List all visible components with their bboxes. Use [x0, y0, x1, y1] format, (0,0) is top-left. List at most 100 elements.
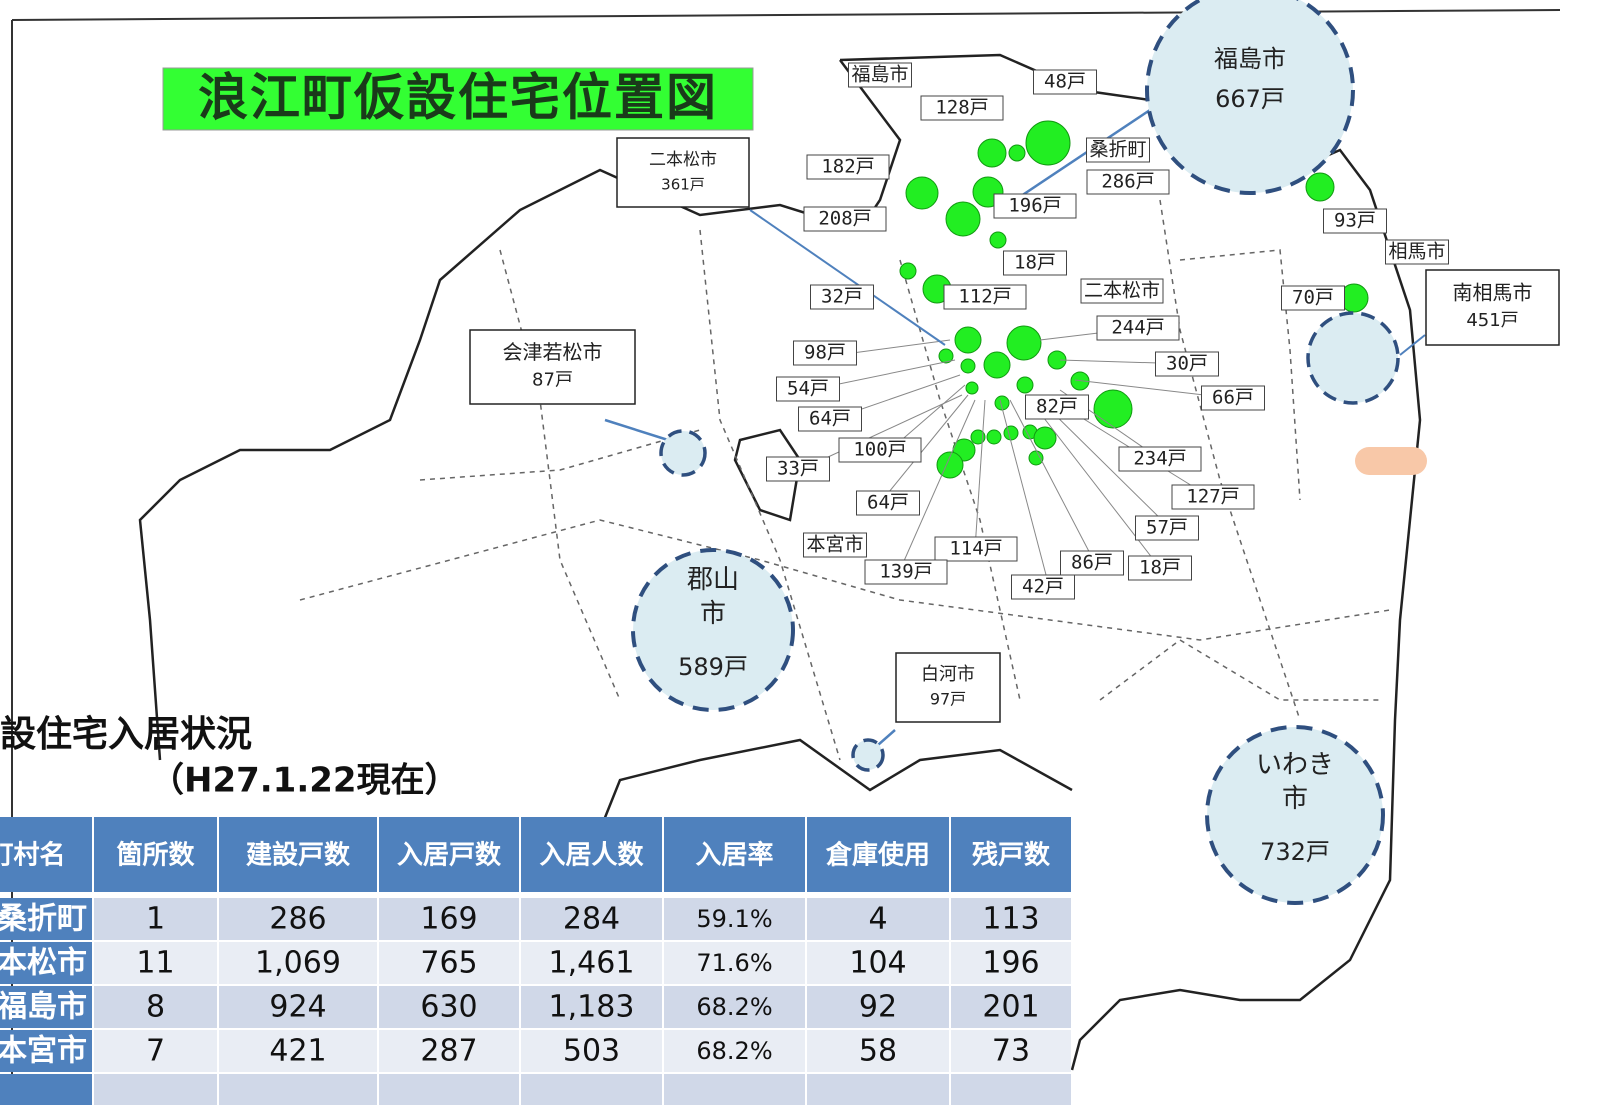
table-cell	[219, 942, 377, 984]
table-header: 倉庫使用	[825, 840, 930, 871]
map-label: 32戸	[821, 286, 863, 308]
label-box	[848, 62, 912, 88]
map-label: 54戸	[787, 378, 829, 400]
table-cell-text: 1,069	[255, 946, 341, 981]
map-label: 244戸	[1111, 317, 1164, 339]
table-cell-text: 1,461	[549, 946, 635, 981]
callout-name: 二本松市	[649, 150, 717, 170]
map-label: 286戸	[1101, 171, 1154, 193]
map-label: 64戸	[809, 408, 851, 430]
table-cell	[521, 986, 662, 1028]
site-dot	[1016, 376, 1034, 394]
leader-line	[1399, 334, 1426, 356]
map-label: 98戸	[804, 342, 846, 364]
map-label: 66戸	[1212, 387, 1254, 409]
label-box	[1135, 515, 1199, 541]
map-label: 相馬市	[1388, 241, 1445, 263]
leader-line	[899, 399, 976, 571]
label-box	[1033, 69, 1097, 95]
table-cell	[664, 1030, 805, 1072]
callout-units: 732戸	[1260, 838, 1330, 866]
table-cell	[521, 898, 662, 940]
callout-units: 87戸	[532, 369, 573, 390]
table-cell-text: 630	[420, 990, 477, 1025]
label-box	[776, 376, 840, 402]
label-box	[864, 559, 948, 585]
table-cell	[94, 986, 217, 1028]
table-cell	[0, 942, 92, 984]
table-cell	[664, 942, 805, 984]
label-box	[1096, 315, 1180, 341]
table-cell	[0, 898, 92, 940]
lake-outline	[733, 428, 802, 522]
label-box	[806, 154, 890, 180]
callout-units: 667戸	[1215, 85, 1285, 113]
table-cell-text: 169	[420, 902, 477, 937]
label-box	[856, 490, 920, 516]
table-cell-text: 924	[269, 990, 326, 1025]
map-label: 70戸	[1292, 287, 1334, 309]
table-cell	[951, 986, 1071, 1028]
table-cell	[219, 817, 377, 892]
table-cell-text: 284	[563, 902, 620, 937]
callout-circle	[631, 548, 795, 712]
map-label: 139戸	[879, 561, 932, 583]
title: 浪江町仮設住宅位置図	[198, 69, 718, 127]
table-date: （H27.1.22現在）	[150, 761, 459, 801]
map-label: 128戸	[935, 97, 988, 119]
map-label: 桑折町	[1089, 139, 1146, 161]
table-cell	[379, 942, 519, 984]
row-name: 本宮市	[0, 1034, 87, 1069]
table-cell	[94, 817, 217, 892]
table-header: 残戸数	[972, 841, 1051, 871]
area-circle	[1306, 311, 1400, 405]
site-dot	[1008, 144, 1026, 162]
table-cell	[219, 898, 377, 940]
label-box	[793, 340, 857, 366]
table-cell	[94, 942, 217, 984]
table-cell	[379, 986, 519, 1028]
label-box	[1060, 550, 1124, 576]
map-label: 64戸	[867, 492, 909, 514]
table-cell-text: 92	[859, 990, 897, 1025]
leader-line	[879, 394, 969, 504]
leader-line	[999, 399, 1051, 591]
table-cell	[0, 1074, 92, 1105]
table-cell-text: 104	[849, 946, 906, 981]
leader-line	[974, 399, 986, 550]
callout-name: 南相馬市	[1453, 281, 1533, 305]
map-label: 234戸	[1133, 448, 1186, 470]
callout-units: 589戸	[678, 653, 748, 681]
table-cell-text: 503	[563, 1034, 620, 1069]
label-box	[766, 456, 830, 482]
label-box	[920, 95, 1004, 121]
table-header: 入居戸数	[397, 841, 502, 871]
table-cell-text: 7	[146, 1034, 165, 1069]
site-dot	[1006, 325, 1042, 361]
map-label: 本宮市	[806, 534, 863, 556]
map-label: 福島市	[851, 64, 908, 86]
table-cell-text: 113	[982, 902, 1039, 937]
map-label: 18戸	[1014, 252, 1056, 274]
table-cell	[219, 1030, 377, 1072]
table-cell	[951, 942, 1071, 984]
table-header: 町村名	[0, 840, 66, 871]
label-box	[993, 193, 1077, 219]
site-dot	[1028, 450, 1044, 466]
label-box	[1086, 169, 1170, 195]
site-dot	[965, 381, 979, 395]
table-header: 箇所数	[116, 840, 195, 871]
map-label: 100戸	[853, 439, 906, 461]
site-dot	[1033, 426, 1057, 450]
table-header: 建設戸数	[246, 840, 351, 871]
map-label: 82戸	[1036, 396, 1078, 418]
table-header: 入居率	[695, 840, 773, 871]
site-dot	[1003, 425, 1019, 441]
table-cell	[94, 1030, 217, 1072]
row-name: 桑折町	[0, 902, 87, 937]
table-cell	[664, 986, 805, 1028]
table-cell	[664, 1074, 805, 1105]
label-box	[934, 536, 1018, 562]
table-cell	[521, 1030, 662, 1072]
map-label: 42戸	[1022, 576, 1064, 598]
